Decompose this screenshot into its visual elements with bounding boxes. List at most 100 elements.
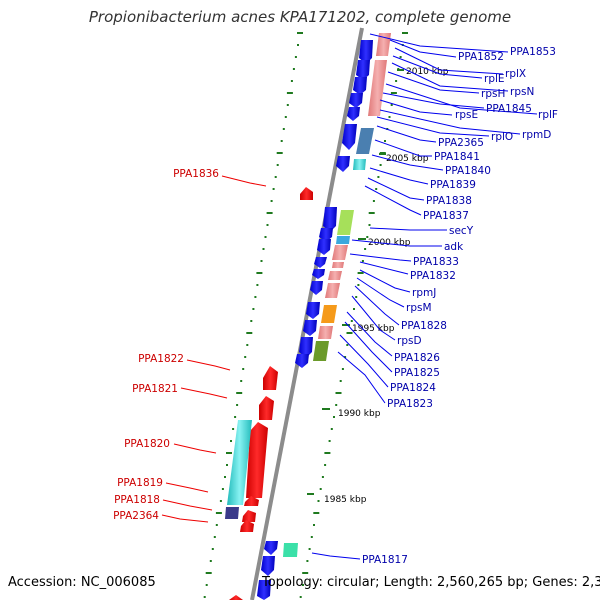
gene-arrow[interactable] [347,107,360,121]
gene-arrow[interactable] [349,93,363,108]
gene-box[interactable] [318,326,333,339]
gene-label[interactable]: PPA1839 [430,179,476,191]
gene-arrow[interactable] [310,281,323,295]
gene-arrow[interactable] [356,60,370,80]
tick-mark [317,500,320,502]
tick-mark [335,392,342,394]
gene-label[interactable]: rpmJ [412,287,436,299]
gene-label[interactable]: PPA1841 [434,151,480,163]
tick-mark [350,320,353,322]
gene-arrow[interactable] [314,257,327,268]
tick-mark [379,164,382,166]
gene-label[interactable]: PPA2364 [113,510,159,522]
gene-label[interactable]: PPA1828 [401,320,447,332]
gene-label[interactable]: rpsN [510,86,534,98]
gene-arrow[interactable] [240,520,254,532]
gene-box[interactable] [313,341,329,361]
gene-label[interactable]: adk [444,241,464,253]
gene-label[interactable]: PPA1820 [124,438,170,450]
gene-arrow[interactable] [244,496,259,506]
gene-arrow[interactable] [353,77,367,95]
gene-arrow[interactable] [229,595,243,600]
gene-arrow[interactable] [306,302,320,319]
tick-mark [390,104,393,106]
gene-label[interactable]: PPA1826 [394,352,440,364]
gene-box[interactable] [321,305,337,323]
gene-label[interactable]: PPA1838 [426,195,472,207]
gene-box[interactable] [227,420,252,505]
tick-mark [357,272,364,274]
tick-mark [368,212,375,214]
gene-label[interactable]: PPA2365 [438,137,484,149]
gene-label[interactable]: PPA1818 [114,494,160,506]
tick-mark [266,224,269,226]
gene-arrow[interactable] [336,156,350,172]
tick-mark [234,416,237,418]
gene-arrow[interactable] [359,40,373,64]
gene-label[interactable]: rpsH [481,88,505,100]
gene-label[interactable]: rplF [538,109,558,121]
gene-label[interactable]: PPA1837 [423,210,469,222]
gene-arrow[interactable] [264,541,278,555]
gene-label[interactable]: secY [449,225,474,237]
gene-box[interactable] [328,271,342,280]
gene-arrow[interactable] [295,354,309,368]
gene-arrow[interactable] [303,320,317,336]
tick-mark [384,140,386,142]
gene-label[interactable]: PPA1817 [362,554,408,566]
tick-mark [264,236,267,238]
gene-box[interactable] [368,60,387,116]
tick-mark [377,176,380,178]
gene-arrow[interactable] [242,510,256,522]
gene-label[interactable]: rpsE [455,109,478,121]
gene-arrow[interactable] [323,207,337,232]
gene-box[interactable] [337,210,354,235]
tick-mark [215,512,222,514]
gene-box[interactable] [332,245,348,260]
gene-arrow[interactable] [261,556,275,576]
gene-box[interactable] [332,262,344,268]
gene-arrow[interactable] [317,239,331,255]
gene-label[interactable]: PPA1825 [394,367,440,379]
tick-mark [402,32,408,34]
gene-arrow[interactable] [299,337,313,358]
gene-arrow[interactable] [342,124,357,150]
gene-arrow[interactable] [259,396,274,420]
gene-label[interactable]: PPA1840 [445,165,491,177]
gene-arrow[interactable] [319,228,333,242]
gene-box[interactable] [356,128,374,154]
gene-label[interactable]: PPA1824 [390,382,436,394]
gene-label[interactable]: PPA1853 [510,46,556,58]
tick-mark [215,524,218,526]
gene-arrow[interactable] [312,269,325,279]
tick-mark [286,92,293,94]
gene-label[interactable]: PPA1845 [486,103,532,115]
gene-label[interactable]: PPA1836 [173,168,219,180]
gene-label[interactable]: rpsD [397,335,422,347]
tick-mark [335,404,338,406]
gene-label[interactable]: rplE [484,73,505,85]
gene-label[interactable]: rplO [491,131,513,143]
gene-box[interactable] [325,283,340,298]
gene-arrow[interactable] [257,580,271,600]
gene-label[interactable]: PPA1821 [132,383,178,395]
gene-label[interactable]: PPA1833 [413,256,459,268]
gene-label[interactable]: rpsM [406,302,432,314]
gene-label[interactable]: PPA1819 [117,477,163,489]
gene-label[interactable]: rpmD [522,129,551,141]
gene-box[interactable] [283,543,298,557]
tick-mark [246,344,249,346]
gene-label[interactable]: rplX [505,68,526,80]
gene-box[interactable] [225,507,239,519]
gene-arrow[interactable] [300,187,313,200]
gene-label[interactable]: PPA1852 [458,51,504,63]
gene-box[interactable] [376,33,391,56]
gene-box[interactable] [353,159,366,170]
gene-label[interactable]: PPA1823 [387,398,433,410]
gene-label[interactable]: PPA1832 [410,270,456,282]
gene-label[interactable]: PPA1822 [138,353,184,365]
gene-arrow[interactable] [246,422,268,498]
gene-arrow[interactable] [263,366,278,390]
gene-box[interactable] [336,236,350,244]
